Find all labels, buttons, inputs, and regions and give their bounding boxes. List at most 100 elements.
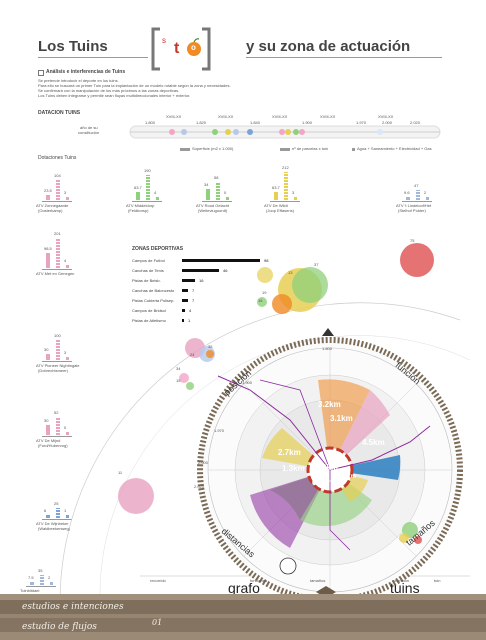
intro-line-1: Se pretende introducir el deporte en los… [38, 78, 119, 83]
tuin-subname: (Oosterkamp) [38, 208, 63, 213]
title-underline-right [246, 57, 442, 58]
tuin-bar [46, 253, 50, 268]
logo: s t o [150, 26, 212, 72]
tuin-value: 3 [64, 350, 67, 355]
tuin-value: 3 [64, 190, 67, 195]
bubble-label-9: 35 [208, 344, 213, 349]
tuin-subname: (Ford/Hubenrog) [38, 443, 68, 448]
tuin-bar [294, 197, 300, 200]
datacion-bottom-tick-5: 1.970 [356, 120, 367, 125]
tuin-value: 35 [38, 568, 43, 573]
intro-heading: Análisis e interferencias de Tuins [46, 69, 126, 75]
zonas-heading: ZONAS DEPORTIVAS [132, 246, 184, 252]
zona-bar [182, 259, 260, 262]
radial-year-3: 1.970 [214, 428, 225, 433]
datacion-label: DATACION TUINS [38, 110, 81, 116]
bubble-label-5: 15 [176, 378, 181, 383]
radial-year-4: 2.000 [198, 460, 209, 465]
tuin-value: 47 [414, 183, 419, 188]
axis-label-recorrido: recorrido [150, 578, 166, 583]
datacion-timeline [129, 125, 441, 151]
footer-strip-band-1 [0, 594, 486, 600]
tuin-value: 63.7 [134, 185, 142, 190]
tuin-value: 190 [144, 168, 151, 173]
bubble-label-4: 16 [258, 298, 263, 303]
datacion-bottom-tick-2: 1.820 [196, 120, 207, 125]
km-label-5: 1.3km [282, 464, 305, 473]
datacion-top-tick-5: XVIII-XX [378, 114, 394, 119]
tuin-bar [406, 197, 410, 200]
tuin-subname: (Waldbeekenweg) [38, 526, 71, 531]
datacion-bottom-tick-6: 2.000 [382, 120, 393, 125]
tuin-name: ATV De Wildt [264, 203, 288, 208]
tuin-bar [206, 189, 210, 200]
tuin-value: 9.6 [404, 190, 410, 195]
legend-servicios: Agua + Saneamiento + Electricidad + Gas [357, 146, 432, 151]
tuin-baseline [42, 269, 72, 270]
tuin-value: 201 [54, 231, 61, 236]
footer-line-1: estudios e intenciones [22, 602, 124, 612]
datacion-side-label-1: año de su [80, 125, 98, 130]
bubble-label-1: 37 [314, 262, 319, 267]
tuin-bar [226, 197, 232, 200]
datacion-top-tick-4: XVIII-XX [320, 114, 336, 119]
tuin-bar [416, 190, 420, 200]
km-label-1: 3.2km [318, 400, 341, 409]
tuin-value: 63.7 [272, 185, 280, 190]
tuin-value: 104 [54, 173, 61, 178]
tuin-subname: (Joop Effasens) [266, 208, 294, 213]
radial-year-5: 2.020 [194, 484, 205, 489]
km-label-8: 0km [344, 474, 357, 480]
datacion-bottom-tick-4: 1.900 [302, 120, 313, 125]
zona-bar [182, 289, 188, 292]
footer-strip-band-2 [0, 600, 486, 614]
zona-bar [182, 319, 184, 322]
tuin-subname: (Stelhof Polder) [398, 208, 426, 213]
zona-label: Pistas Cubierta Polisep. [132, 298, 175, 303]
zona-label: Campos de Futbol [132, 258, 165, 263]
tuin-name: ATV Zonnegaarde [36, 203, 69, 208]
km-label-3: 4.5km [362, 438, 385, 447]
tuin-bar [66, 265, 72, 268]
tuin-value: 212 [282, 165, 289, 170]
zona-value: 16 [199, 278, 204, 283]
tuin-value: 30 [44, 347, 49, 352]
datacion-top-tick-1: XVIII-XX [166, 114, 182, 119]
zona-label: Campos de Bridsol [132, 308, 166, 313]
tuin-value: 3 [292, 190, 295, 195]
zona-label: Pistas de Atletismo [132, 318, 166, 323]
tuin-baseline [202, 201, 232, 202]
tuin-subname: (Weltevlugoordt) [198, 208, 228, 213]
radial-diagram [59, 243, 471, 600]
tuin-bar [46, 425, 50, 435]
logo-letter-t: t [174, 40, 180, 57]
tuin-name: ATV De Wijnbeker [36, 521, 69, 526]
tuin-bar [46, 354, 50, 360]
tuin-bar [426, 197, 432, 200]
logo-brackets [151, 27, 211, 71]
datacion-side-label-2: constitución [78, 130, 100, 135]
footer-strip-band-4 [0, 618, 486, 632]
intro-line-4: Los Tuins deben integrarse y permitir se… [38, 93, 191, 98]
tuin-value: 0 [64, 425, 67, 430]
tuin-value: 25 [54, 501, 59, 506]
tuin-bar [66, 197, 72, 200]
datacion-bottom-tick-7: 2.020 [410, 120, 421, 125]
tuin-bar [46, 515, 50, 518]
km-label-4: 2.7km [278, 448, 301, 457]
km-label-2: 3.1km [330, 414, 353, 423]
zona-value: 1 [188, 318, 191, 323]
tuin-bar [66, 357, 72, 360]
tuin-bar [50, 582, 56, 585]
tuin-bar [66, 432, 72, 435]
tuin-bar [56, 340, 60, 360]
tuin-bar [216, 182, 220, 200]
tuin-value: 2 [424, 190, 427, 195]
zona-bar [182, 299, 188, 302]
tuin-value: 2 [48, 575, 51, 580]
tuin-name: ATV De Mijnd [36, 438, 61, 443]
tuin-bar [56, 417, 60, 435]
tuin-bar [136, 192, 140, 200]
tuin-bar [156, 197, 162, 200]
zona-label: Pistas de Beisb. [132, 278, 161, 283]
